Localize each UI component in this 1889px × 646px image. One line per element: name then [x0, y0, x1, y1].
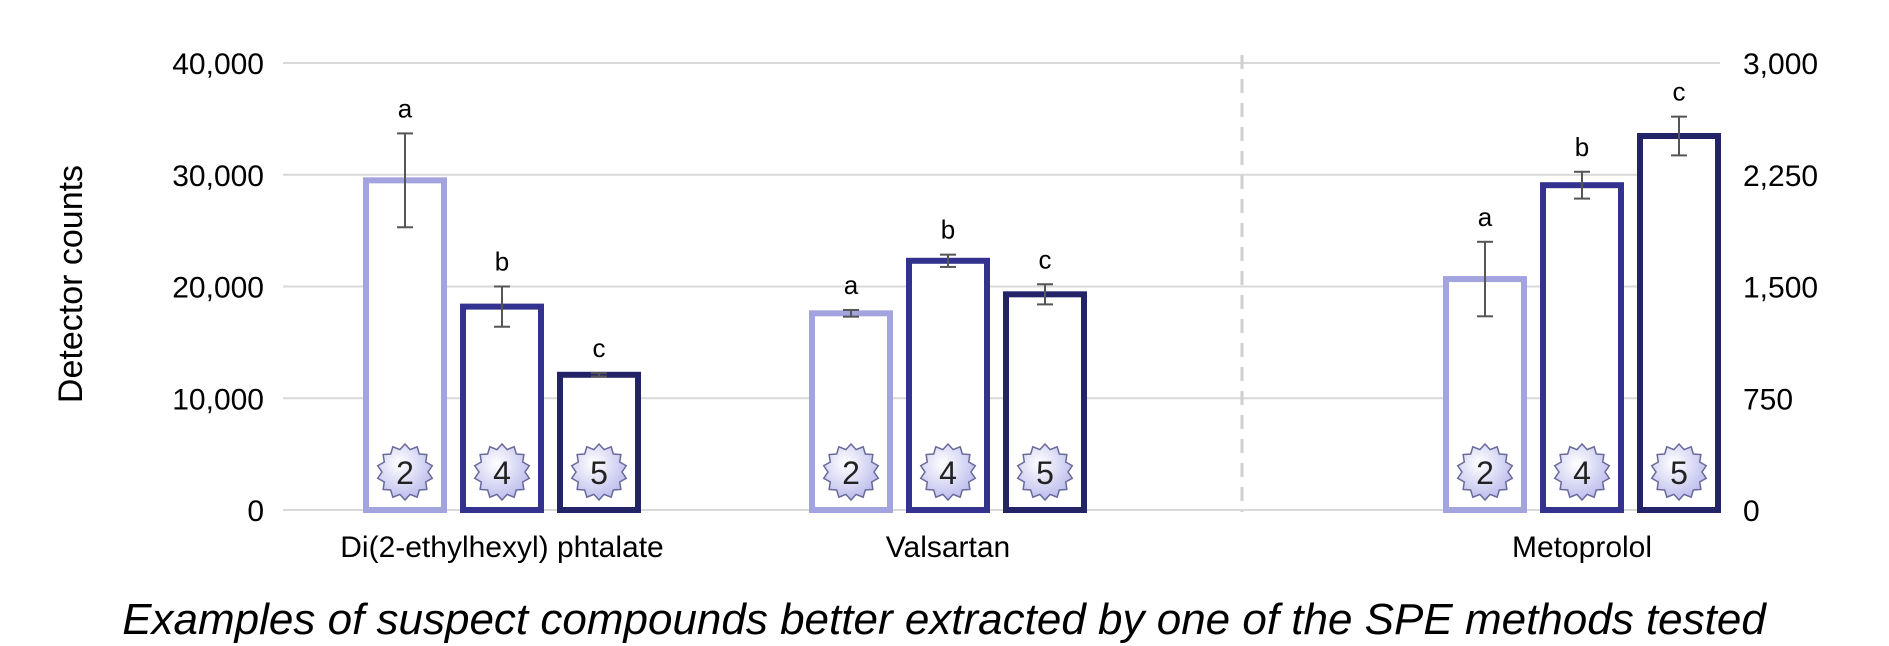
significance-letter: a	[844, 270, 859, 300]
right-tick-label: 750	[1743, 383, 1793, 416]
right-tick-label: 0	[1743, 495, 1760, 528]
method-badge-label: 2	[842, 455, 860, 491]
category-label: Di(2-ethylhexyl) phtalate	[340, 531, 663, 564]
method-badge-label: 2	[396, 455, 414, 491]
right-tick-label: 3,000	[1743, 48, 1818, 81]
left-tick-label: 30,000	[172, 160, 264, 193]
method-badge-label: 4	[1573, 455, 1591, 491]
method-badge-icon	[1016, 442, 1074, 502]
significance-letter: b	[495, 247, 509, 277]
right-tick-label: 1,500	[1743, 272, 1818, 305]
method-badge-icon	[822, 442, 880, 502]
significance-letter: a	[398, 93, 413, 123]
method-badge-icon	[473, 442, 531, 502]
left-tick-label: 20,000	[172, 272, 264, 305]
left-y-axis-ticks: 0 10,000 20,000 30,000 40,000	[172, 48, 264, 528]
y-axis-label: Detector counts	[52, 165, 90, 403]
method-badge-icon	[376, 442, 434, 502]
significance-letter: b	[941, 215, 955, 245]
bar-metoprolol-method-2	[1443, 276, 1527, 513]
method-badge-icon	[1553, 442, 1611, 502]
method-badge-icon	[570, 442, 628, 502]
left-tick-label: 10,000	[172, 383, 264, 416]
significance-letter: c	[1039, 244, 1052, 274]
left-tick-label: 0	[247, 495, 264, 528]
significance-letter: c	[593, 333, 606, 363]
category-label: Metoprolol	[1512, 531, 1652, 564]
bar-di-2-ethylhexyl-phtalate-method-2	[363, 177, 447, 513]
significance-letter: a	[1478, 202, 1493, 232]
method-badge-label: 5	[590, 455, 608, 491]
bars: a 2 b 4 c 5 a 2 b 4 c 5 a 2 b 4 c 5	[363, 77, 1721, 514]
method-badge-label: 5	[1036, 455, 1054, 491]
method-badge-label: 2	[1476, 455, 1494, 491]
method-badge-icon	[919, 442, 977, 502]
significance-letter: b	[1575, 132, 1589, 162]
significance-letter: c	[1673, 77, 1686, 107]
chart-caption: Examples of suspect compounds better ext…	[122, 595, 1767, 644]
left-tick-label: 40,000	[172, 48, 264, 81]
method-badge-icon	[1650, 442, 1708, 502]
method-badge-label: 5	[1670, 455, 1688, 491]
method-badge-label: 4	[493, 455, 511, 491]
category-label: Valsartan	[886, 531, 1011, 564]
category-labels: Di(2-ethylhexyl) phtalate Valsartan Metopr…	[340, 531, 1652, 564]
method-badge-label: 4	[939, 455, 957, 491]
right-y-axis-ticks: 0 750 1,500 2,250 3,000	[1743, 48, 1818, 528]
method-badge-icon	[1456, 442, 1514, 502]
right-tick-label: 2,250	[1743, 160, 1818, 193]
